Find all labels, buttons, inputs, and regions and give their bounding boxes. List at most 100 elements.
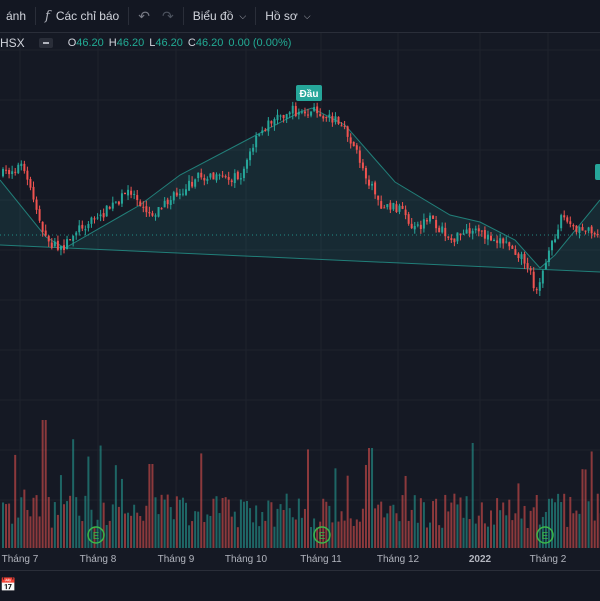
volume-bar xyxy=(148,464,150,548)
candle-body xyxy=(243,169,245,178)
candle-body xyxy=(386,204,388,207)
volume-bar xyxy=(597,494,599,548)
volume-bar xyxy=(151,464,153,548)
volume-bar xyxy=(42,420,44,548)
volume-bar xyxy=(109,521,111,548)
volume-bar xyxy=(304,509,306,548)
candle-body xyxy=(158,207,160,217)
x-axis-tick-label: Tháng 9 xyxy=(158,554,195,565)
volume-bar xyxy=(252,522,254,548)
candle-body xyxy=(588,227,590,230)
candle-body xyxy=(57,241,59,250)
candle-body xyxy=(304,111,306,113)
volume-bar xyxy=(362,509,364,548)
candle-body xyxy=(261,130,263,133)
candle-body xyxy=(216,174,218,180)
candle-body xyxy=(499,238,501,243)
candle-body xyxy=(60,246,62,250)
chart-type-button[interactable]: Biểu đồ ⌵ xyxy=(187,0,253,32)
toolbar-divider xyxy=(183,7,184,25)
candle-body xyxy=(380,201,382,209)
volume-bar xyxy=(142,521,144,548)
candle-body xyxy=(197,173,199,178)
candle-body xyxy=(155,215,157,216)
volume-bar xyxy=(487,527,489,548)
open-value: 46.20 xyxy=(76,37,104,49)
volume-bar xyxy=(350,518,352,548)
volume-bar xyxy=(130,516,132,548)
candle-body xyxy=(420,225,422,229)
volume-bar xyxy=(292,517,294,548)
candle-body xyxy=(176,193,178,196)
candle-body xyxy=(252,148,254,152)
volume-bar xyxy=(490,510,492,548)
candle-body xyxy=(298,112,300,115)
candle-body xyxy=(502,239,504,244)
volume-bar xyxy=(11,524,13,548)
candle-body xyxy=(453,239,455,243)
candle-body xyxy=(36,200,38,210)
timeframe-button[interactable]: ánh xyxy=(0,0,32,32)
volume-bar xyxy=(575,511,577,548)
candle-body xyxy=(225,176,227,177)
volume-bar xyxy=(194,511,196,548)
undo-icon[interactable]: ↶ xyxy=(132,8,156,25)
candle-body xyxy=(377,196,379,200)
volume-bar xyxy=(301,518,303,548)
hide-series-icon[interactable] xyxy=(39,38,53,48)
volume-bar xyxy=(78,516,80,548)
volume-bar xyxy=(51,528,53,548)
volume-bar xyxy=(585,469,587,548)
volume-bar xyxy=(231,517,233,548)
candle-body xyxy=(188,181,190,191)
volume-bar xyxy=(417,523,419,548)
volume-bar xyxy=(338,522,340,548)
chart-type-label: Biểu đồ xyxy=(193,9,234,23)
volume-bar xyxy=(267,501,269,548)
high-label: H xyxy=(109,37,117,49)
candle-body xyxy=(109,207,111,209)
candle-body xyxy=(341,125,343,126)
volume-bar xyxy=(478,516,480,548)
profile-button[interactable]: Hồ sơ ⌵ xyxy=(259,0,316,32)
toolbar-divider xyxy=(35,7,36,25)
volume-bar xyxy=(569,497,571,548)
volume-bar xyxy=(536,495,538,548)
candle-body xyxy=(521,254,523,259)
candle-body xyxy=(566,217,568,221)
x-axis-tick-label: Tháng 8 xyxy=(80,554,117,565)
candle-body xyxy=(533,272,535,288)
symbol-label[interactable]: HSX xyxy=(0,36,25,50)
candle-body xyxy=(432,216,434,219)
candle-body xyxy=(392,203,394,209)
candle-body xyxy=(219,175,221,176)
volume-bar xyxy=(356,519,358,548)
volume-bar xyxy=(69,496,71,548)
volume-bar xyxy=(499,510,501,548)
volume-bar xyxy=(502,502,504,548)
x-axis-tick-label: 2022 xyxy=(469,554,492,565)
low-value: 46.20 xyxy=(155,37,183,49)
candle-body xyxy=(142,207,144,208)
redo-icon[interactable]: ↷ xyxy=(156,8,180,25)
volume-bar xyxy=(45,420,47,548)
candle-body xyxy=(48,236,50,242)
candle-body xyxy=(417,224,419,225)
candle-body xyxy=(365,168,367,178)
candle-body xyxy=(414,226,416,229)
candle-body xyxy=(115,202,117,203)
candle-body xyxy=(530,268,532,270)
toolbar-divider xyxy=(128,7,129,25)
volume-bar xyxy=(197,512,199,548)
indicators-button[interactable]: f Các chỉ báo xyxy=(39,0,125,32)
volume-bar xyxy=(270,502,272,548)
candle-body xyxy=(26,171,28,180)
volume-bar xyxy=(219,513,221,548)
candle-body xyxy=(490,236,492,241)
volume-bar xyxy=(463,518,465,548)
calendar-icon[interactable]: 📅 xyxy=(0,577,16,593)
volume-bar xyxy=(328,506,330,548)
earnings-marker-text: E xyxy=(542,531,549,542)
